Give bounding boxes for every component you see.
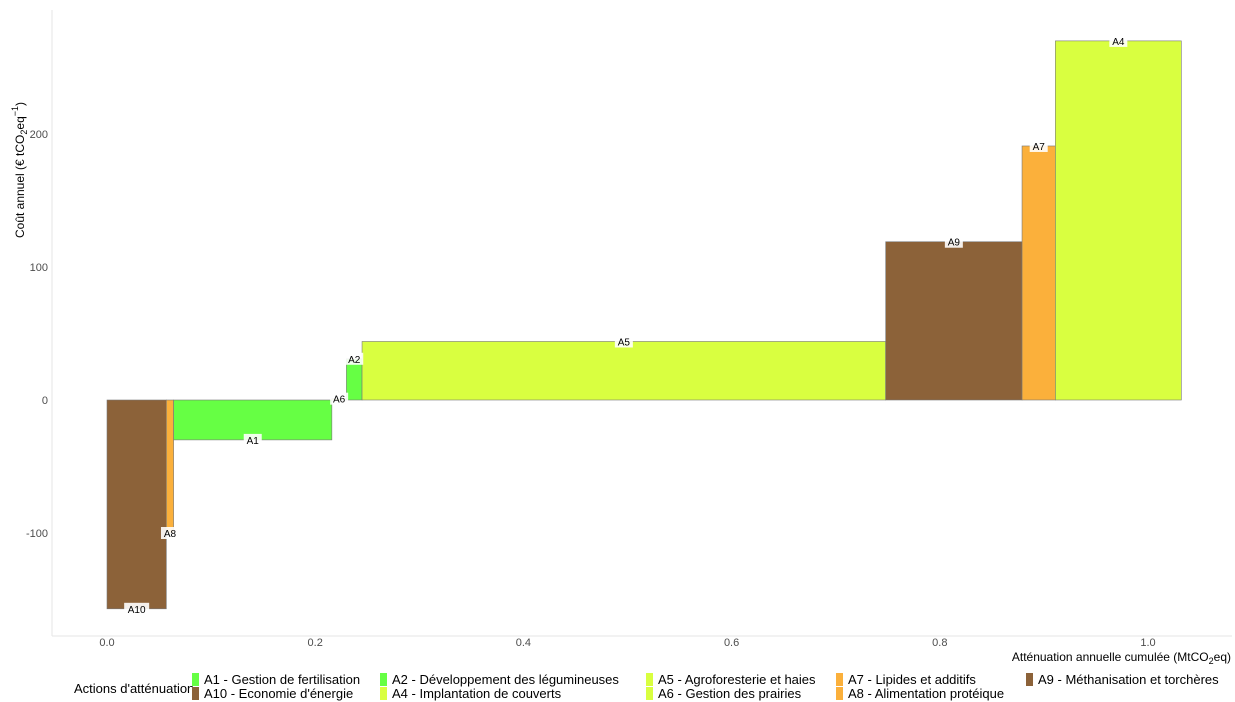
bar-label-a5: A5	[614, 335, 633, 348]
legend-item-a7: A7 - Lipides et additifs	[836, 672, 976, 687]
legend-label: A7 - Lipides et additifs	[848, 672, 976, 687]
bar-label-text: A10	[128, 605, 146, 616]
y-axis-title-end: )	[13, 102, 27, 106]
bar-label-a6: A6	[330, 392, 349, 406]
y-axis-title-sub: 2	[19, 130, 29, 135]
bar-label-a9: A9	[944, 235, 963, 249]
legend-swatch	[192, 673, 199, 686]
bar-a8	[166, 399, 174, 534]
legend-swatch	[380, 673, 387, 686]
bar-a7	[1021, 145, 1056, 401]
x-tick-label: 0.2	[308, 637, 323, 649]
x-axis-title-text: Atténuation annuelle cumulée (MtCO	[1012, 650, 1209, 664]
bar-label-text: A5	[618, 337, 631, 348]
axes: -100 0 100 200 0.0 0.2 0.4 0.6 0.8 1.0	[26, 10, 1232, 649]
legend-label: A10 - Economie d'énergie	[204, 686, 353, 701]
bar-label-box	[345, 352, 364, 365]
x-axis-title: Atténuation annuelle cumulée (MtCO2eq)	[1012, 650, 1231, 666]
legend: Actions d'atténuation A1 - Gestion de fe…	[74, 672, 1219, 701]
bar-label-a4: A4	[1109, 34, 1128, 48]
bar-label-a1: A1	[243, 433, 262, 447]
legend-item-a6: A6 - Gestion des prairies	[646, 686, 802, 701]
bar-a10	[106, 399, 167, 610]
legend-swatch	[646, 673, 653, 686]
y-tick-label: -100	[26, 528, 48, 540]
bar-label-text: A4	[1112, 37, 1125, 48]
bar-label-text: A1	[247, 436, 260, 447]
legend-item-a10: A10 - Economie d'énergie	[192, 686, 353, 701]
y-axis-title-text: Coût annuel (€ tCO	[13, 135, 27, 238]
bar-a4	[1055, 40, 1182, 401]
bar-label-text: A8	[164, 529, 177, 540]
bar-a5	[361, 341, 886, 401]
legend-item-a9: A9 - Méthanisation et torchères	[1026, 672, 1219, 687]
bar-a9	[885, 241, 1023, 401]
y-axis-title: Coût annuel (€ tCO2eq−1)	[10, 102, 29, 238]
bar-label-box	[614, 335, 633, 348]
x-tick-label: 0.0	[99, 637, 114, 649]
bar-label-text: A9	[948, 238, 961, 249]
legend-label: A8 - Alimentation protéique	[848, 686, 1004, 701]
bar-label-a10: A10	[124, 602, 150, 616]
legend-item-a8: A8 - Alimentation protéique	[836, 686, 1004, 701]
legend-label: A2 - Développement des légumineuses	[392, 672, 619, 687]
bar-label-text: A2	[348, 355, 361, 366]
legend-item-a4: A4 - Implantation de couverts	[380, 686, 562, 701]
x-tick-label: 0.4	[516, 637, 531, 649]
legend-swatch	[646, 687, 653, 700]
legend-swatch	[836, 687, 843, 700]
legend-item-a2: A2 - Développement des légumineuses	[380, 672, 619, 687]
bar-label-box	[243, 433, 262, 446]
bar-label-box	[1029, 139, 1048, 152]
x-axis-title-end: eq)	[1214, 650, 1231, 664]
bar-label-a8: A8	[160, 527, 179, 540]
legend-label: A4 - Implantation de couverts	[392, 686, 562, 701]
x-tick-label: 1.0	[1140, 637, 1155, 649]
bar-label-box	[1109, 34, 1128, 47]
bar-label-a2: A2	[345, 352, 364, 366]
y-axis-title-sup: −1	[10, 106, 20, 116]
y-axis-title-mid: eq	[13, 116, 27, 129]
legend-item-a5: A5 - Agroforesterie et haies	[646, 672, 816, 687]
legend-label: A9 - Méthanisation et torchères	[1038, 672, 1219, 687]
bar-label-box	[944, 235, 963, 248]
legend-swatch	[380, 687, 387, 700]
x-tick-label: 0.6	[724, 637, 739, 649]
bar-label-a7: A7	[1029, 139, 1048, 153]
legend-swatch	[192, 687, 199, 700]
y-tick-label: 200	[30, 129, 48, 141]
bar-label-box	[160, 527, 179, 539]
legend-item-a1: A1 - Gestion de fertilisation	[192, 672, 360, 687]
legend-title: Actions d'atténuation	[74, 681, 194, 696]
y-tick-label: 100	[30, 262, 48, 274]
legend-swatch	[836, 673, 843, 686]
legend-label: A1 - Gestion de fertilisation	[204, 672, 360, 687]
legend-swatch	[1026, 673, 1033, 686]
bar-a1	[173, 399, 333, 441]
legend-label: A6 - Gestion des prairies	[658, 686, 802, 701]
y-tick-label: 0	[42, 395, 48, 407]
x-axis-title-sub: 2	[1209, 656, 1214, 666]
bar-label-box	[124, 602, 150, 615]
plot-area: A10 A8 A1 A6 A2 A5 A9 A7 A4	[106, 34, 1182, 616]
legend-label: A5 - Agroforesterie et haies	[658, 672, 816, 687]
bar-label-text: A6	[333, 395, 346, 406]
bar-label-text: A7	[1033, 142, 1046, 153]
bar-label-box	[330, 392, 349, 405]
x-tick-label: 0.8	[932, 637, 947, 649]
